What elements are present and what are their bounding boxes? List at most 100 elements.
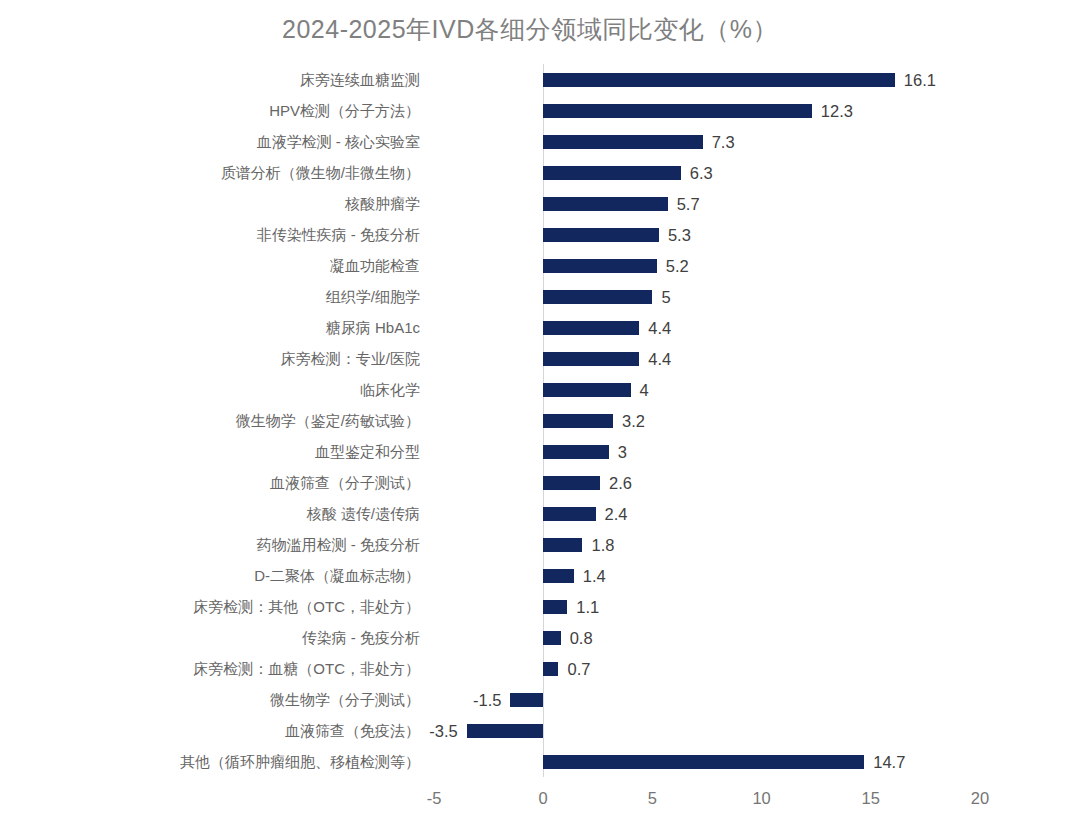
value-label: 12.3 <box>821 101 853 120</box>
bar <box>510 693 543 707</box>
category-label: 血型鉴定和分型 <box>0 444 434 459</box>
value-label: 14.7 <box>873 752 905 771</box>
bar <box>543 662 558 676</box>
bar-track: 0.8 <box>434 622 980 653</box>
category-label: 核酸 遗传/遗传病 <box>0 506 434 521</box>
value-label: 5 <box>661 287 670 306</box>
value-label: 4 <box>640 380 649 399</box>
bar <box>543 259 657 273</box>
bar-track: 3 <box>434 436 980 467</box>
value-label: 5.3 <box>668 225 691 244</box>
category-label: 床旁检测：血糖（OTC，非处方） <box>0 661 434 676</box>
category-label: 微生物学（鉴定/药敏试验） <box>0 413 434 428</box>
bar-track: -1.5 <box>434 684 980 715</box>
bar-track: 1.1 <box>434 591 980 622</box>
bar-row: 血液筛查（分子测试）2.6 <box>0 467 1080 498</box>
plot-area: 床旁连续血糖监测16.1HPV检测（分子方法）12.3血液学检测 - 核心实验室… <box>0 64 1080 777</box>
value-label: 5.7 <box>677 194 700 213</box>
bar-track: 3.2 <box>434 405 980 436</box>
bar-track: 5.7 <box>434 188 980 219</box>
bar-row: 临床化学 4 <box>0 374 1080 405</box>
bar-track: 4.4 <box>434 312 980 343</box>
bar-track: 4 <box>434 374 980 405</box>
bar-row: HPV检测（分子方法）12.3 <box>0 95 1080 126</box>
value-label: 2.6 <box>609 473 632 492</box>
value-label: 4.4 <box>648 318 671 337</box>
bar-row: 核酸 遗传/遗传病2.4 <box>0 498 1080 529</box>
bar-row: 微生物学（鉴定/药敏试验） 3.2 <box>0 405 1080 436</box>
bar-row: 糖尿病 HbA1c 4.4 <box>0 312 1080 343</box>
value-label: 5.2 <box>666 256 689 275</box>
value-label: 3 <box>618 442 627 461</box>
bar-track: 14.7 <box>434 746 980 777</box>
bar <box>543 73 895 87</box>
bar <box>543 755 864 769</box>
bar-track: 5.2 <box>434 250 980 281</box>
category-label: 药物滥用检测 - 免疫分析 <box>0 537 434 552</box>
bar-track: 2.6 <box>434 467 980 498</box>
value-label: 1.1 <box>576 597 599 616</box>
bar-row: 微生物学（分子测试）-1.5 <box>0 684 1080 715</box>
value-label: -3.5 <box>429 721 457 740</box>
bar-row: 血液筛查（免疫法）-3.5 <box>0 715 1080 746</box>
bar-row: D-二聚体（凝血标志物）1.4 <box>0 560 1080 591</box>
bar-row: 床旁检测：血糖（OTC，非处方） 0.7 <box>0 653 1080 684</box>
category-label: 糖尿病 HbA1c <box>0 320 434 335</box>
bar <box>543 104 812 118</box>
bar-row: 床旁检测：专业/医院4.4 <box>0 343 1080 374</box>
category-label: 微生物学（分子测试） <box>0 692 434 707</box>
bar-track: 2.4 <box>434 498 980 529</box>
bar <box>543 166 681 180</box>
bar-track: 5.3 <box>434 219 980 250</box>
category-label: 质谱分析（微生物/非微生物） <box>0 165 434 180</box>
bar <box>543 476 600 490</box>
value-label: 3.2 <box>622 411 645 430</box>
bar <box>543 569 574 583</box>
category-label: 核酸肿瘤学 <box>0 196 434 211</box>
bar <box>543 600 567 614</box>
bar-rows: 床旁连续血糖监测16.1HPV检测（分子方法）12.3血液学检测 - 核心实验室… <box>0 64 1080 777</box>
category-label: D-二聚体（凝血标志物） <box>0 568 434 583</box>
bar-row: 床旁检测：其他（OTC，非处方） 1.1 <box>0 591 1080 622</box>
bar <box>543 197 667 211</box>
bar <box>543 290 652 304</box>
bar <box>543 631 560 645</box>
bar <box>467 724 543 738</box>
bar-row: 血液学检测 - 核心实验室7.3 <box>0 126 1080 157</box>
bar-row: 凝血功能检查 5.2 <box>0 250 1080 281</box>
bar-track: 12.3 <box>434 95 980 126</box>
x-tick-label: 20 <box>971 789 989 808</box>
x-tick-label: 5 <box>648 789 657 808</box>
bar <box>543 538 582 552</box>
category-label: 床旁检测：其他（OTC，非处方） <box>0 599 434 614</box>
bar <box>543 507 595 521</box>
category-label: 传染病 - 免疫分析 <box>0 630 434 645</box>
category-label: 非传染性疾病 - 免疫分析 <box>0 227 434 242</box>
bar-track: 5 <box>434 281 980 312</box>
bar-track: 1.8 <box>434 529 980 560</box>
bar-track: 6.3 <box>434 157 980 188</box>
x-tick-label: 10 <box>752 789 770 808</box>
value-label: 16.1 <box>904 70 936 89</box>
chart-title: 2024-2025年IVD各细分领域同比变化（%） <box>0 13 1060 46</box>
category-label: 临床化学 <box>0 382 434 397</box>
bar-row: 非传染性疾病 - 免疫分析 5.3 <box>0 219 1080 250</box>
category-label: 血液学检测 - 核心实验室 <box>0 134 434 149</box>
bar-row: 床旁连续血糖监测 16.1 <box>0 64 1080 95</box>
bar-row: 组织学/细胞学5 <box>0 281 1080 312</box>
bar-row: 质谱分析（微生物/非微生物）6.3 <box>0 157 1080 188</box>
bar <box>543 414 613 428</box>
category-label: 凝血功能检查 <box>0 258 434 273</box>
category-label: 血液筛查（免疫法） <box>0 723 434 738</box>
x-tick-label: 15 <box>862 789 880 808</box>
value-label: 0.7 <box>567 659 590 678</box>
category-label: 床旁检测：专业/医院 <box>0 351 434 366</box>
category-label: 床旁连续血糖监测 <box>0 72 434 87</box>
category-label: 其他（循环肿瘤细胞、移植检测等） <box>0 754 434 769</box>
bar <box>543 321 639 335</box>
bar <box>543 352 639 366</box>
bar-row: 药物滥用检测 - 免疫分析1.8 <box>0 529 1080 560</box>
bar-row: 血型鉴定和分型 3 <box>0 436 1080 467</box>
bar-track: 16.1 <box>434 64 980 95</box>
bar-track: -3.5 <box>434 715 980 746</box>
